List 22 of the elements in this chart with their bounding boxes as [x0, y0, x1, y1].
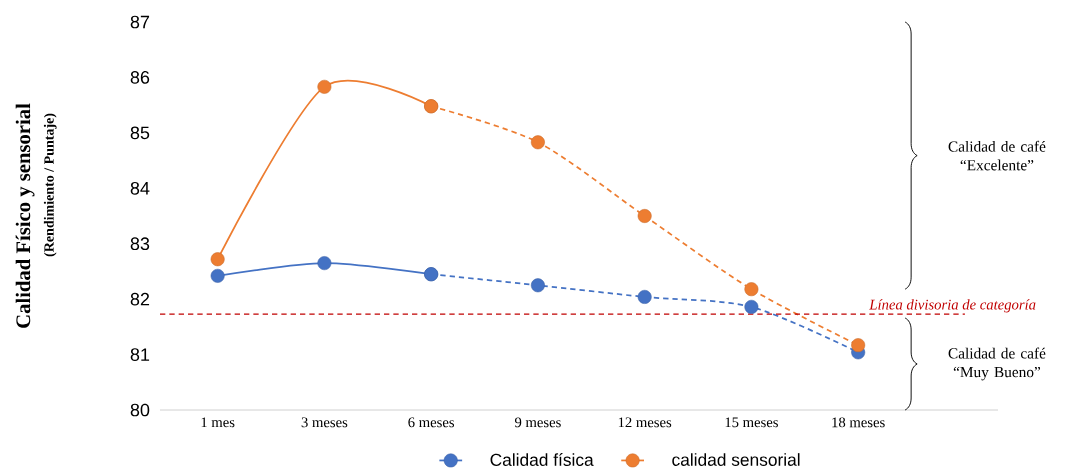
y-tick-label: 85 — [130, 126, 150, 140]
legend-label: calidad sensorial — [672, 453, 800, 466]
y-tick-label: 87 — [130, 15, 150, 29]
y-tick-label: 86 — [130, 71, 150, 84]
y-axis-title: Calidad Físico y sensorial — [15, 103, 35, 328]
y-tick-label: 84 — [130, 181, 150, 195]
x-tick-label: 3 meses — [301, 417, 348, 428]
text: (Rendimiento / Puntaje) — [43, 113, 57, 257]
x-tick-label: 12 meses — [618, 417, 672, 428]
ref-line-label: Línea divisoria de categoría — [869, 299, 1036, 313]
x-tick-label: 9 meses — [514, 417, 561, 428]
y-tick-label: 80 — [130, 403, 150, 417]
annotation: Calidad de café “Excelente” — [948, 140, 1046, 171]
annotation: Calidad de café “Muy Bueno” — [948, 347, 1046, 381]
y-tick-label: 83 — [130, 237, 150, 251]
y-tick-label: 82 — [130, 292, 150, 306]
x-tick-label: 6 meses — [408, 417, 455, 428]
x-tick-label: 18 meses — [832, 417, 885, 428]
x-tick-label: 1 mes — [201, 417, 235, 428]
legend-label: Calidad física — [490, 453, 594, 466]
x-tick-label: 15 meses — [725, 417, 778, 428]
y-tick-label: 81 — [130, 348, 150, 361]
